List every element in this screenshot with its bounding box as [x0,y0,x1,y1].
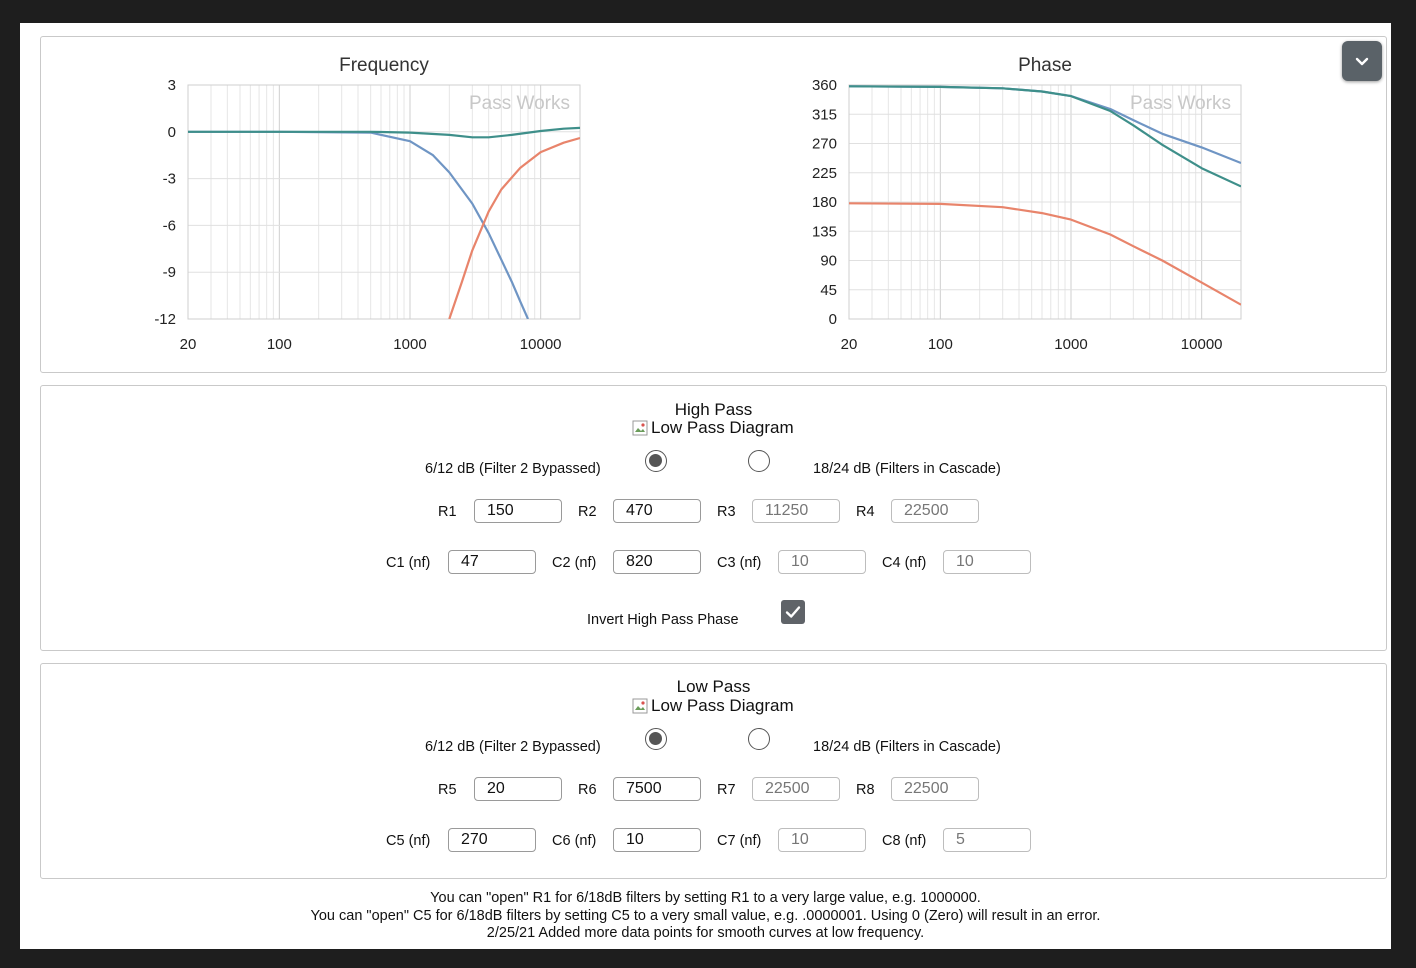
high-pass-diagram: Low Pass Diagram [632,418,794,438]
y-tick-label: 3 [168,77,176,94]
x-tick-label: 100 [928,336,953,353]
high-pass-panel: High Pass Low Pass Diagram 6/12 dB (Filt… [40,385,1387,651]
x-tick-label: 100 [267,336,292,353]
diagram-alt-text: Low Pass Diagram [651,696,794,715]
invert-phase-label: Invert High Pass Phase [587,612,739,628]
low-pass-title: Low Pass [676,677,751,696]
c2-input[interactable]: 820 [613,550,701,574]
broken-image-icon [632,420,648,436]
y-tick-label: 0 [829,311,837,328]
x-tick-label: 10000 [520,336,562,353]
high-pass-title: High Pass [674,400,753,419]
diagram-alt-text: Low Pass Diagram [651,418,794,437]
hp-radio-18-24db[interactable] [748,450,770,472]
y-tick-label: -6 [163,217,176,234]
y-tick-label: 270 [812,136,837,153]
x-tick-label: 1000 [393,336,426,353]
chart-title: Phase [1018,55,1072,76]
c6-input[interactable]: 10 [613,828,701,852]
watermark: Pass Works [1130,93,1231,114]
note-line: You can "open" R1 for 6/18dB filters by … [430,890,981,906]
y-tick-label: -3 [163,171,176,188]
r1-label: R1 [438,504,457,520]
c3-label: C3 (nf) [717,555,762,571]
c7-input[interactable]: 10 [778,828,866,852]
r7-label: R7 [717,782,736,798]
c7-label: C7 (nf) [717,833,762,849]
chevron-down-icon [1355,57,1369,66]
filter-option-b-label: 18/24 dB (Filters in Cascade) [813,739,1001,755]
footnotes: You can "open" R1 for 6/18dB filters by … [20,890,1391,943]
checkmark-icon [785,606,801,618]
r2-input[interactable]: 470 [613,499,701,523]
y-tick-label: 225 [812,165,837,182]
charts-panel: Frequency Pass Works 3 0 -3 -6 -9 -12 20 100 1000 1… [40,36,1387,373]
phase-chart: Phase Pass Works 360 315 270 225 180 135 90 45 020… [812,55,1242,353]
x-tick-label: 1000 [1054,336,1087,353]
c4-label: C4 (nf) [882,555,927,571]
r6-input[interactable]: 7500 [613,777,701,801]
series-line-2 [448,136,580,319]
r8-input[interactable]: 22500 [891,777,979,801]
r2-label: R2 [578,504,597,520]
chart-title: Frequency [339,55,429,76]
broken-image-icon [632,698,648,714]
y-tick-label: 135 [812,223,837,240]
c5-input[interactable]: 270 [448,828,536,852]
filter-option-a-label: 6/12 dB (Filter 2 Bypassed) [425,739,601,755]
c4-input[interactable]: 10 [943,550,1031,574]
c8-input[interactable]: 5 [943,828,1031,852]
low-pass-diagram: Low Pass Diagram [632,696,794,716]
r3-label: R3 [717,504,736,520]
series-line-2 [849,85,1241,188]
y-tick-label: 0 [168,124,176,141]
plot-border [187,84,581,320]
hp-radio-6-12db[interactable] [645,450,667,472]
x-tick-label: 20 [841,336,858,353]
collapse-button[interactable] [1342,41,1382,81]
c5-label: C5 (nf) [386,833,431,849]
c3-input[interactable]: 10 [778,550,866,574]
plot-area [188,85,580,319]
lp-radio-18-24db[interactable] [748,728,770,750]
note-line: You can "open" C5 for 6/18dB filters by … [310,907,1101,924]
r4-label: R4 [856,504,875,520]
c1-label: C1 (nf) [386,555,431,571]
r8-label: R8 [856,782,875,798]
r3-input[interactable]: 11250 [752,499,840,523]
r5-label: R5 [438,782,457,798]
r4-input[interactable]: 22500 [891,499,979,523]
invert-phase-checkbox[interactable] [781,600,805,624]
page: Frequency Pass Works 3 0 -3 -6 -9 -12 20 100 1000 1… [20,23,1391,949]
r6-label: R6 [578,782,597,798]
y-tick-label: 90 [820,253,837,270]
r5-input[interactable]: 20 [474,777,562,801]
r1-input[interactable]: 150 [474,499,562,523]
c8-label: C8 (nf) [882,833,927,849]
x-tick-label: 10000 [1181,336,1223,353]
filter-option-b-label: 18/24 dB (Filters in Cascade) [813,461,1001,477]
low-pass-panel: Low Pass Low Pass Diagram 6/12 dB (Filte… [40,663,1387,879]
series-line-3 [188,126,580,139]
c6-label: C6 (nf) [552,833,597,849]
y-tick-label: -9 [163,264,176,281]
c2-label: C2 (nf) [552,555,597,571]
y-tick-label: 180 [812,194,837,211]
note-line: 2/25/21 Added more data points for smoot… [486,925,925,941]
y-tick-label: -12 [154,311,176,328]
series-line-3 [849,202,1241,306]
watermark: Pass Works [469,93,570,114]
y-tick-label: 360 [812,77,837,94]
filter-option-a-label: 6/12 dB (Filter 2 Bypassed) [425,461,601,477]
plot-border [848,84,1242,320]
y-tick-label: 45 [820,282,837,299]
y-tick-label: 315 [812,106,837,123]
r7-input[interactable]: 22500 [752,777,840,801]
lp-radio-6-12db[interactable] [645,728,667,750]
x-tick-label: 20 [180,336,197,353]
c1-input[interactable]: 47 [448,550,536,574]
